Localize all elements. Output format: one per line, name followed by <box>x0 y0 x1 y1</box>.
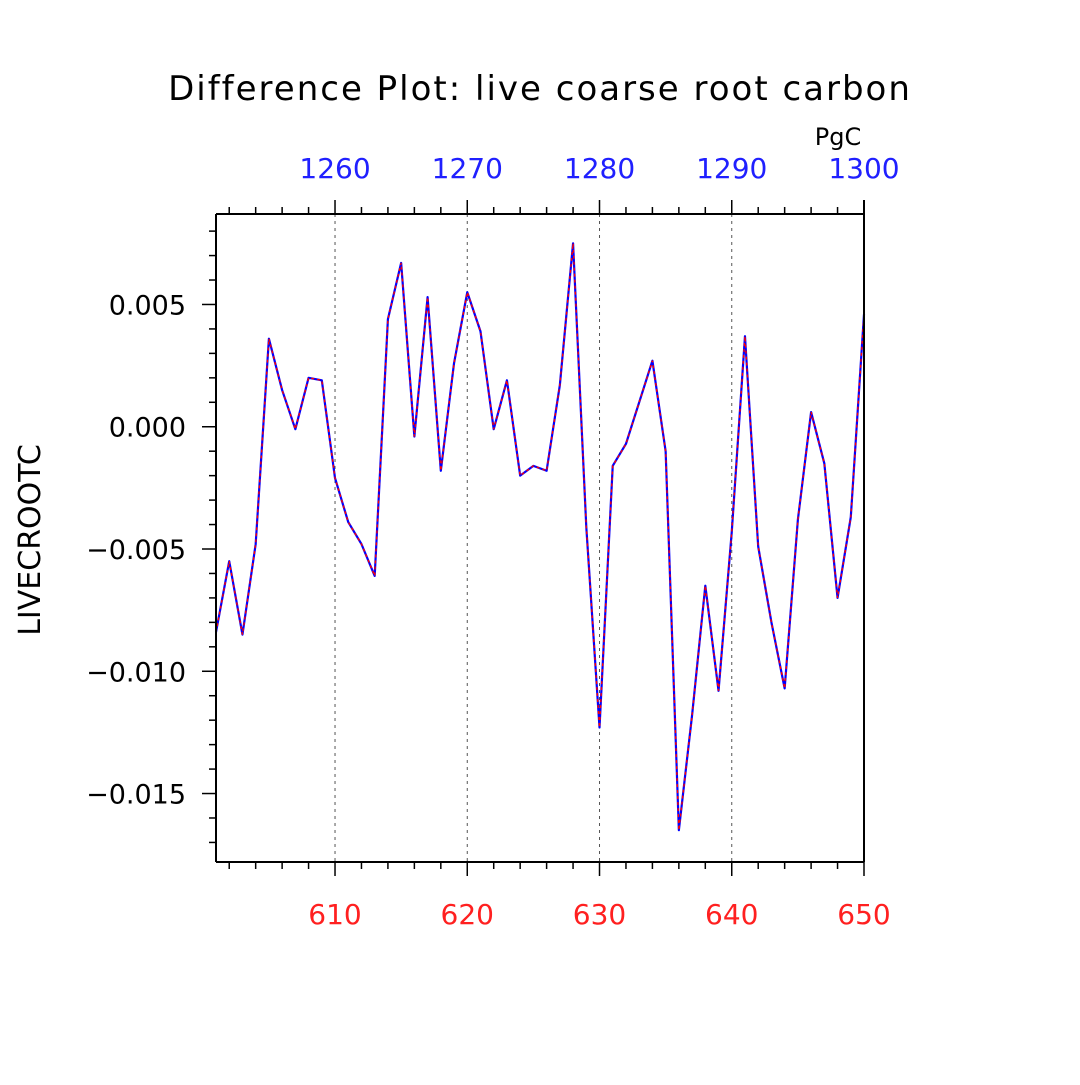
x-tick-label-bottom: 630 <box>573 898 626 931</box>
top-axis-unit: PgC <box>815 123 861 151</box>
axes <box>202 200 865 876</box>
y-tick-label: 0.005 <box>109 290 186 321</box>
y-tick-label: −0.010 <box>86 657 186 688</box>
x-tick-label-top: 1300 <box>828 152 899 185</box>
x-tick-label-top: 1270 <box>432 152 503 185</box>
x-tick-label-bottom: 610 <box>308 898 361 931</box>
x-tick-label-bottom: 640 <box>705 898 758 931</box>
x-tick-label-bottom: 650 <box>837 898 890 931</box>
y-tick-label: −0.015 <box>86 780 186 811</box>
y-tick-label: 0.000 <box>109 413 186 444</box>
grid-lines <box>334 214 733 862</box>
x-tick-label-top: 1290 <box>696 152 767 185</box>
y-axis-label: LIVECROOTC <box>13 444 48 636</box>
x-tick-label-bottom: 620 <box>441 898 494 931</box>
x-tick-label-top: 1280 <box>564 152 635 185</box>
chart-title: Difference Plot: live coarse root carbon <box>168 69 912 109</box>
y-tick-label: −0.005 <box>86 535 186 566</box>
x-tick-label-top: 1260 <box>299 152 370 185</box>
series-line <box>214 242 866 832</box>
series-line-overlay <box>215 243 865 831</box>
series-lines <box>214 242 866 832</box>
tick-labels: 610 620 630 640 650 1260 1270 1280 1290 1300 0.005… <box>86 152 900 931</box>
